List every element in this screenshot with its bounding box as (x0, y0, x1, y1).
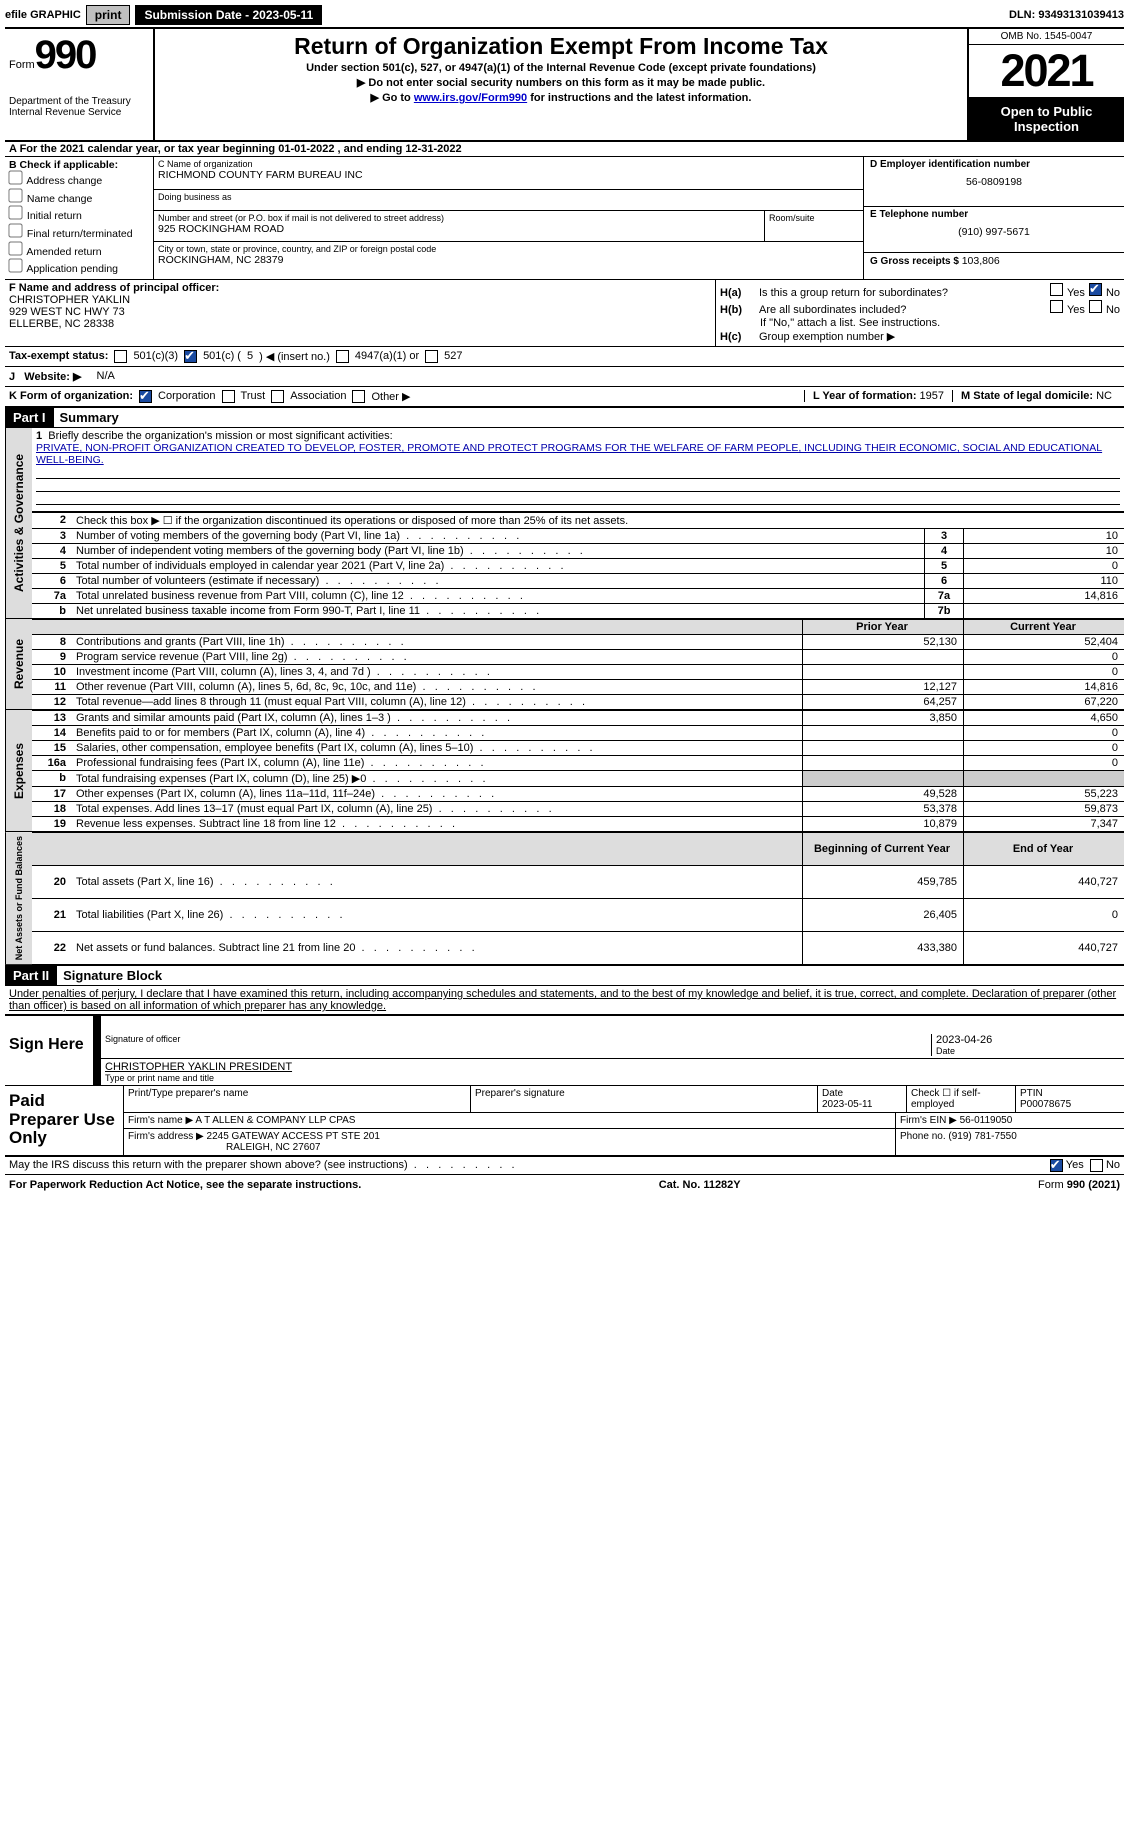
tab-net-assets: Net Assets or Fund Balances (5, 832, 32, 964)
cb-initial-return[interactable]: Initial return (9, 206, 149, 224)
summary-activities-table: 2Check this box ▶ ☐ if the organization … (32, 512, 1124, 618)
page-footer: For Paperwork Reduction Act Notice, see … (5, 1175, 1124, 1195)
block-h: H(a)Is this a group return for subordina… (716, 280, 1124, 346)
submission-date-box: Submission Date - 2023-05-11 (135, 5, 322, 25)
cb-501c3[interactable] (114, 350, 127, 363)
hb-no[interactable] (1089, 300, 1102, 313)
cb-trust[interactable] (222, 390, 235, 403)
mission-block: 1 Briefly describe the organization's mi… (32, 428, 1124, 512)
block-j: J Website: ▶ N/A (5, 367, 1124, 387)
block-k: K Form of organization: Corporation Trus… (5, 387, 1124, 408)
dln-label: DLN: 93493131039413 (1009, 9, 1124, 21)
efile-label: efile GRAPHIC (5, 9, 81, 21)
cb-4947[interactable] (336, 350, 349, 363)
block-i: Tax-exempt status: 501(c)(3) 501(c) ( 5 … (5, 347, 1124, 367)
top-bar: efile GRAPHIC print Submission Date - 20… (5, 5, 1124, 29)
form-identity: Form990 Department of the Treasury Inter… (5, 29, 155, 140)
tab-expenses: Expenses (5, 710, 32, 831)
cb-final-return[interactable]: Final return/terminated (9, 224, 149, 242)
discuss-row: May the IRS discuss this return with the… (5, 1157, 1124, 1175)
cb-name-change[interactable]: Name change (9, 189, 149, 207)
cb-501c[interactable] (184, 350, 197, 363)
discuss-no[interactable] (1090, 1159, 1103, 1172)
form-title-block: Return of Organization Exempt From Incom… (155, 29, 967, 140)
blocks-f-h: F Name and address of principal officer:… (5, 280, 1124, 347)
summary-revenue-table: Prior YearCurrent Year 8Contributions an… (32, 619, 1124, 709)
block-f: F Name and address of principal officer:… (5, 280, 716, 346)
ha-yes[interactable] (1050, 283, 1063, 296)
tax-period: A For the 2021 calendar year, or tax yea… (5, 142, 1124, 157)
form-title: Return of Organization Exempt From Incom… (159, 33, 963, 60)
block-b: B Check if applicable: Address change Na… (5, 157, 154, 279)
tab-activities: Activities & Governance (5, 428, 32, 618)
cb-527[interactable] (425, 350, 438, 363)
cb-assoc[interactable] (271, 390, 284, 403)
summary-net-table: Beginning of Current YearEnd of Year 20T… (32, 832, 1124, 964)
hb-yes[interactable] (1050, 300, 1063, 313)
sign-here-label: Sign Here (5, 1016, 93, 1085)
cb-other[interactable] (352, 390, 365, 403)
cb-app-pending[interactable]: Application pending (9, 259, 149, 277)
header-blocks-row: B Check if applicable: Address change Na… (5, 157, 1124, 280)
form-header: Form990 Department of the Treasury Inter… (5, 29, 1124, 142)
discuss-yes[interactable] (1050, 1159, 1063, 1172)
tab-revenue: Revenue (5, 619, 32, 709)
year-formation: L Year of formation: 1957 (804, 390, 952, 402)
instructions-link[interactable]: www.irs.gov/Form990 (414, 92, 527, 104)
part-i-header: Part ISummary (5, 408, 1124, 428)
cb-corp[interactable] (139, 390, 152, 403)
signature-section: Under penalties of perjury, I declare th… (5, 986, 1124, 1175)
cb-amended[interactable]: Amended return (9, 242, 149, 260)
mission-text: PRIVATE, NON-PROFIT ORGANIZATION CREATED… (36, 442, 1102, 466)
paid-preparer-block: Paid Preparer Use Only Print/Type prepar… (5, 1086, 1124, 1157)
state-domicile: M State of legal domicile: NC (952, 390, 1120, 402)
cb-address-change[interactable]: Address change (9, 171, 149, 189)
block-d: D Employer identification number56-08091… (863, 157, 1124, 279)
block-c: C Name of organizationRICHMOND COUNTY FA… (154, 157, 863, 279)
part-ii-header: Part IISignature Block (5, 966, 1124, 986)
print-button[interactable]: print (86, 5, 131, 25)
ha-no[interactable] (1089, 283, 1102, 296)
year-box: OMB No. 1545-0047 2021 Open to Public In… (967, 29, 1124, 140)
summary-expenses-table: 13Grants and similar amounts paid (Part … (32, 710, 1124, 831)
